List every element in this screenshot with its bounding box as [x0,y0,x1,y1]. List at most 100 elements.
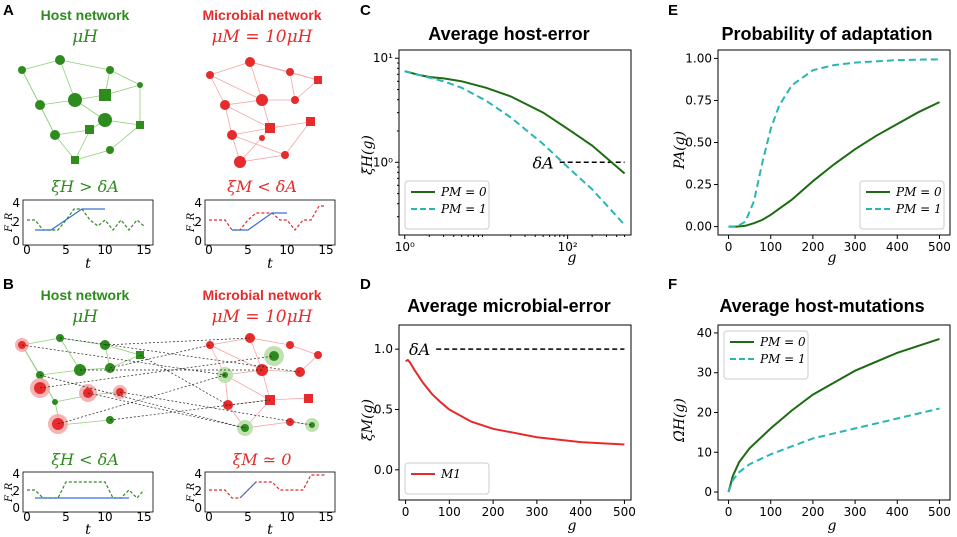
panel-a-letter: A [3,2,14,19]
chart-f-ylabel: Ω̄H(g) [672,398,688,443]
chart-c-title: Average host-error [428,24,589,44]
chart-c-ylabel: ξ̄H(g) [360,135,376,175]
chart-e-ylabel: PA(g) [672,131,688,170]
host-nodes-b [15,334,144,434]
legend-label-0: PM = 0 [759,335,806,349]
svg-text:15: 15 [136,510,151,524]
svg-text:F, R: F, R [4,212,15,233]
x-tick-label: 500 [613,505,636,519]
threshold-label: δA [409,340,430,359]
x-tick-label: 300 [844,240,867,254]
legend-label-1: PM = 1 [895,202,942,216]
svg-text:t: t [85,522,91,537]
series-line-0 [404,70,626,175]
svg-text:0: 0 [23,243,31,257]
host-network-title-a: Host network [41,7,130,23]
y-tick-label: 10⁰ [373,155,393,169]
host-condition-a: ξH > δA [51,177,119,196]
svg-text:15: 15 [136,243,151,257]
chart-d-title: Average microbial-error [407,296,610,316]
panel-d: D Average microbial-error g ξ̄M(g) 0 100 2… [360,276,636,534]
x-tick-label: 0 [402,505,410,519]
svg-text:4: 4 [194,467,202,481]
svg-text:0: 0 [205,243,213,257]
svg-text:15: 15 [318,243,333,257]
mini-series-a-micro: F, R 0 2 4 0 5 10 15 t [186,196,336,272]
svg-text:F, R: F, R [4,482,15,503]
x-tick-label: 0 [725,505,733,519]
y-tick-label: 0.00 [685,220,712,234]
series-line-1 [404,70,626,226]
svg-text:5: 5 [62,243,70,257]
microbial-network-graph-b [209,337,319,429]
y-tick-label: 0.75 [685,93,712,107]
svg-text:0: 0 [12,234,20,248]
host-network-title-b: Host network [41,287,130,303]
x-tick-label: 10² [558,240,578,254]
series-line-0 [728,101,940,228]
x-tick-label: 400 [886,240,909,254]
svg-text:t: t [267,256,273,272]
svg-text:0: 0 [23,510,31,524]
svg-text:4: 4 [194,196,202,210]
x-tick-label: 100 [759,240,782,254]
host-rate-b: μH [72,307,99,327]
x-tick-label: 100 [438,505,461,519]
svg-text:10: 10 [97,510,112,524]
legend-label-0: PM = 0 [895,185,942,199]
panel-e: E Probability of adaptation g PA(g) 0 100… [668,2,951,266]
microbial-network-title-b: Microbial network [202,287,321,303]
x-tick-label: 200 [801,505,824,519]
mini-series-b-micro: F, R 0 2 4 0 5 10 15 t [186,467,336,537]
chart-e-xlabel: g [828,250,837,266]
legend-label-0: PM = 0 [440,185,487,199]
microbial-condition-a: ξM < δA [227,177,297,196]
chart-f-xlabel: g [828,518,837,534]
x-tick-label: 200 [482,505,505,519]
x-tick-label: 0 [725,240,733,254]
legend-box [404,462,490,495]
cross-network-links-b [21,337,313,429]
y-tick-label: 0.5 [374,402,393,416]
svg-text:2: 2 [194,484,202,498]
panel-d-letter: D [360,276,371,293]
x-tick-label: 400 [886,505,909,519]
y-tick-label: 30 [697,366,712,380]
panel-f-letter: F [668,276,677,293]
svg-text:15: 15 [318,510,333,524]
svg-text:2: 2 [12,484,20,498]
panel-b-letter: B [3,276,14,293]
svg-text:4: 4 [12,467,20,481]
chart-e-title: Probability of adaptation [721,24,932,44]
panel-e-letter: E [668,2,678,19]
svg-text:0: 0 [205,510,213,524]
microbial-nodes-a [206,57,322,168]
chart-f-title: Average host-mutations [719,296,924,316]
panel-c: C Average host-error g ξ̄H(g) 10⁰ 10² 10⁰ 1… [360,2,632,266]
svg-text:t: t [267,522,273,537]
y-tick-label: 1.0 [374,342,393,356]
threshold-label: δA [533,153,554,172]
panel-c-letter: C [360,2,371,19]
svg-text:F, R: F, R [186,482,197,503]
mini-series-b-host: F, R 0 2 4 0 5 10 15 t [4,467,154,537]
svg-text:2: 2 [194,215,202,229]
svg-text:5: 5 [244,510,252,524]
y-tick-label: 1.00 [685,51,712,65]
panel-b: B Host network μH Microbial network μM =… [3,276,336,537]
panel-a: A Host network μH Microbial network μM =… [3,2,336,272]
y-tick-label: 20 [697,406,712,420]
microbial-condition-b: ξM ≃ 0 [233,450,292,469]
microbial-rate-b: μM = 10μH [211,307,313,327]
x-tick-label: 400 [569,505,592,519]
x-tick-label: 200 [801,240,824,254]
mini-series-a-host: F, R 0 2 4 0 5 10 15 t [4,196,154,272]
microbial-network-title-a: Microbial network [202,7,321,23]
svg-text:t: t [85,256,91,272]
svg-text:2: 2 [12,215,20,229]
legend-label-1: PM = 1 [759,352,806,366]
host-condition-b: ξH < δA [51,450,119,469]
svg-text:F, R: F, R [186,212,197,233]
chart-d-xlabel: g [568,518,577,534]
x-tick-label: 300 [844,505,867,519]
